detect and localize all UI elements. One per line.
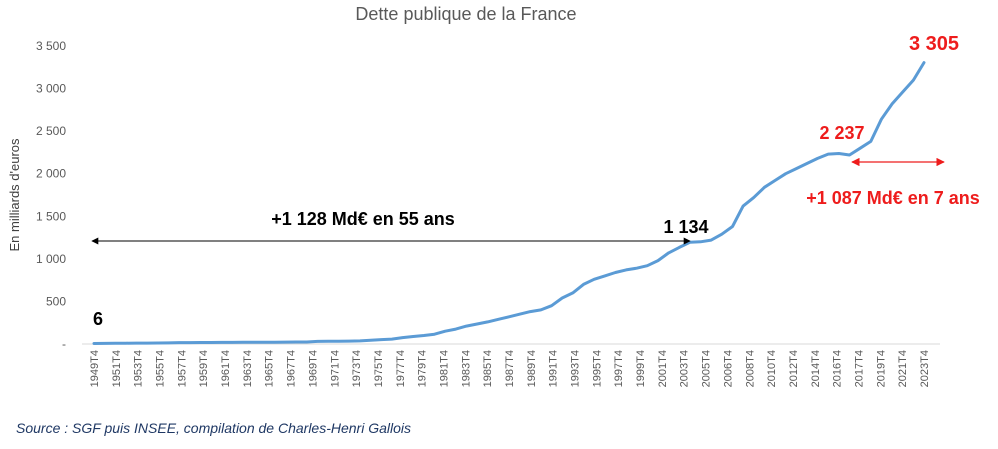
annotation-start-value: 6 <box>93 309 103 329</box>
y-tick-label: 1 500 <box>36 209 66 223</box>
annotation-end-value: 3 305 <box>909 33 959 55</box>
y-tick-label: 2 500 <box>36 124 66 138</box>
x-tick-label: 2003T4 <box>679 350 691 387</box>
x-tick-label: 1995T4 <box>591 350 603 387</box>
x-tick-label: 1955T4 <box>155 350 167 387</box>
annotation-covid-value: 2 237 <box>819 123 864 143</box>
x-tick-label: 2016T4 <box>832 350 844 387</box>
x-tick-label: 2001T4 <box>657 350 669 387</box>
x-tick-label: 1963T4 <box>242 350 254 387</box>
y-tick-label: 2 000 <box>36 167 66 181</box>
x-tick-label: 2005T4 <box>701 350 713 387</box>
x-tick-label: 1979T4 <box>417 350 429 387</box>
x-tick-label: 1951T4 <box>111 350 123 387</box>
x-tick-label: 2014T4 <box>810 350 822 387</box>
y-tick-label: 1 000 <box>36 252 66 266</box>
x-tick-label: 1973T4 <box>351 350 363 387</box>
x-tick-label: 1991T4 <box>548 350 560 387</box>
x-tick-label: 1999T4 <box>635 350 647 387</box>
x-tick-label: 2023T4 <box>919 350 931 387</box>
x-tick-label: 1965T4 <box>264 350 276 387</box>
x-tick-label: 1953T4 <box>133 350 145 387</box>
y-tick-label: - <box>62 337 66 351</box>
x-tick-label: 2010T4 <box>766 350 778 387</box>
y-axis-label: En milliards d'euros <box>7 138 22 252</box>
x-tick-label: 1983T4 <box>460 350 472 387</box>
x-tick-label: 1949T4 <box>89 350 101 387</box>
x-tick-label: 1993T4 <box>570 350 582 387</box>
debt-series-line <box>92 61 926 345</box>
x-tick-label: 1989T4 <box>526 350 538 387</box>
y-tick-label: 3 000 <box>36 82 66 96</box>
x-tick-label: 2021T4 <box>897 350 909 387</box>
x-tick-label: 2019T4 <box>875 350 887 387</box>
annotation-mid-value: 1 134 <box>663 217 708 237</box>
x-tick-label: 1967T4 <box>286 350 298 387</box>
y-axis-ticks: - 500 1 000 1 500 2 000 2 500 3 000 3 500 <box>36 39 66 351</box>
x-tick-label: 1957T4 <box>176 350 188 387</box>
x-tick-label: 1997T4 <box>613 350 625 387</box>
x-tick-label: 1977T4 <box>395 350 407 387</box>
x-tick-label: 1975T4 <box>373 350 385 387</box>
x-tick-label: 1961T4 <box>220 350 232 387</box>
y-tick-label: 500 <box>46 294 66 308</box>
chart-title: Dette publique de la France <box>355 4 576 24</box>
x-tick-label: 1985T4 <box>482 350 494 387</box>
x-tick-label: 1959T4 <box>198 350 210 387</box>
x-tick-label: 2008T4 <box>744 350 756 387</box>
x-tick-label: 2006T4 <box>722 350 734 387</box>
annotation-end-text: +1 087 Md€ en 7 ans <box>806 188 980 208</box>
x-tick-label: 1969T4 <box>307 350 319 387</box>
x-tick-label: 2012T4 <box>788 350 800 387</box>
x-axis-ticks: 1949T4 1951T4 1953T4 1955T4 1957T4 1959T4 1961… <box>89 350 931 387</box>
x-tick-label: 1981T4 <box>438 350 450 387</box>
x-tick-label: 2017T4 <box>853 350 865 387</box>
y-tick-label: 3 500 <box>36 39 66 53</box>
x-tick-label: 1987T4 <box>504 350 516 387</box>
annotation-mid-text: +1 128 Md€ en 55 ans <box>271 209 455 229</box>
x-tick-label: 1971T4 <box>329 350 341 387</box>
source-note: Source : SGF puis INSEE, compilation de … <box>16 420 411 436</box>
